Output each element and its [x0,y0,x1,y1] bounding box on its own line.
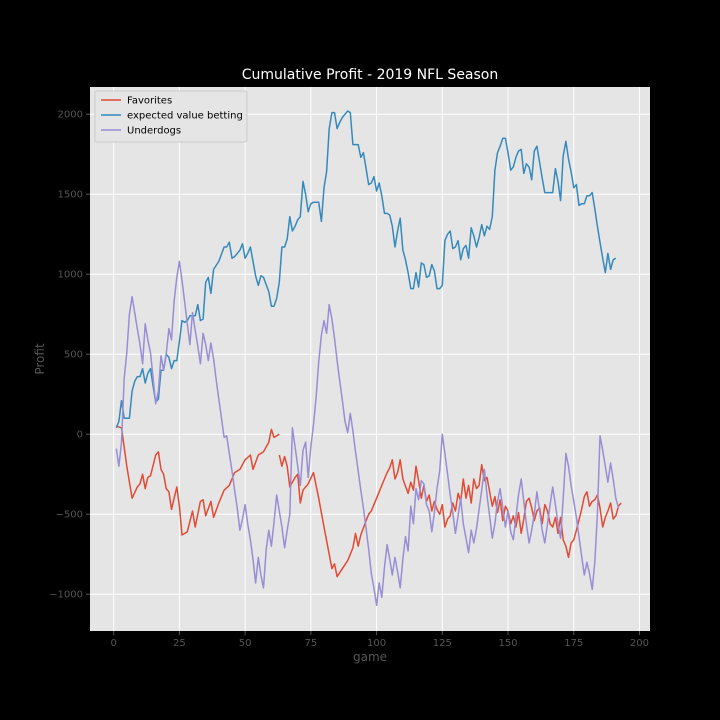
y-axis-ticks: −1000 −500 0 500 1000 1500 2000 [49,110,90,601]
legend: Favorites expected value betting Underdogs [94,90,248,143]
x-tick-label: 0 [110,638,116,649]
x-tick-label: 75 [304,638,317,649]
x-tick-label: 150 [498,638,517,649]
x-axis-label: game [353,650,387,664]
x-tick-label: 200 [630,638,649,649]
series-line-underdogs [115,260,620,607]
y-tick-label: 1500 [58,190,83,201]
series-line-favorites [116,425,280,536]
x-tick-label: 100 [367,638,386,649]
legend-box [94,90,248,143]
legend-label: expected value betting [127,111,243,122]
y-tick-label: −500 [56,510,83,521]
series-line-expected-value-betting [115,110,617,429]
series-lines [115,110,622,607]
y-tick-label: 1000 [58,270,83,281]
x-tick-label: 50 [239,638,252,649]
legend-label: Favorites [127,96,172,107]
chart-title: Cumulative Profit - 2019 NFL Season [242,67,499,83]
y-tick-label: 2000 [58,110,83,121]
y-tick-label: 500 [64,350,83,361]
x-axis-ticks: 0 25 50 75 100 125 150 175 200 [110,631,649,649]
y-tick-label: 0 [77,430,83,441]
y-axis-label: Profit [33,343,47,375]
x-tick-label: 25 [173,638,186,649]
series-line-favorites [278,454,622,578]
x-tick-label: 125 [433,638,452,649]
y-tick-label: −1000 [49,590,83,601]
legend-label: Underdogs [127,126,181,137]
x-tick-label: 175 [564,638,583,649]
